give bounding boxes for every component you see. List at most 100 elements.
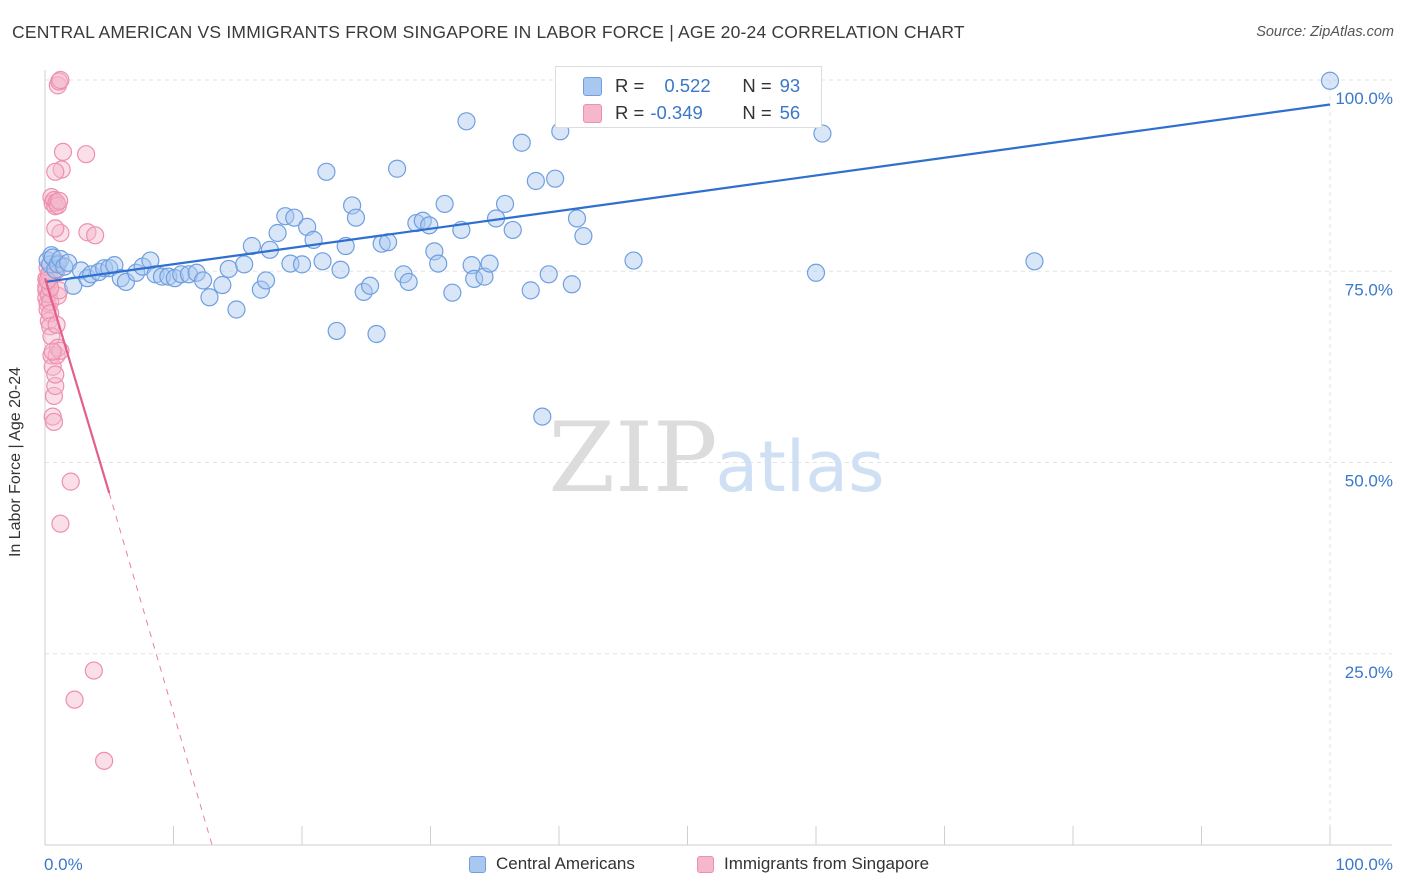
data-point-central-american xyxy=(200,288,219,307)
chart-title: CENTRAL AMERICAN VS IMMIGRANTS FROM SING… xyxy=(12,22,965,42)
data-point-central-american xyxy=(172,265,191,284)
data-point-central-american xyxy=(567,209,587,228)
data-point-central-american xyxy=(399,272,418,292)
legend-swatch-blue xyxy=(469,855,486,873)
y-tick-label: 75.0% xyxy=(1345,280,1393,299)
trend-line-singapore xyxy=(43,277,111,494)
r-label: R = xyxy=(615,75,645,96)
data-point-singapore xyxy=(46,365,65,384)
data-point-central-american xyxy=(193,271,213,290)
data-point-central-american xyxy=(251,280,270,299)
data-point-singapore xyxy=(65,690,84,709)
data-point-central-american xyxy=(313,252,332,271)
data-point-central-american xyxy=(435,194,454,214)
stats-row-singapore: R = -0.349 N = 56 xyxy=(556,100,800,126)
data-point-singapore xyxy=(84,661,103,680)
n-label: N = xyxy=(742,102,772,123)
data-point-central-american xyxy=(327,321,346,341)
n-value: 93 xyxy=(779,75,801,96)
legend-item-singapore[interactable]: Immigrants from Singapore xyxy=(697,852,929,876)
data-point-central-american xyxy=(539,265,558,284)
axes xyxy=(44,70,1392,846)
data-point-central-american xyxy=(562,275,581,294)
data-point-central-american xyxy=(457,112,476,131)
data-point-central-american xyxy=(292,255,312,274)
data-point-central-american xyxy=(495,194,515,214)
data-point-central-american xyxy=(533,407,552,426)
data-point-central-american xyxy=(387,159,407,178)
stats-row-central-american: R = 0.522 N = 93 xyxy=(556,73,800,99)
n-label: N = xyxy=(742,75,772,96)
data-point-central-american xyxy=(346,208,366,227)
data-point-central-american xyxy=(480,254,499,273)
watermark: ZIP atlas xyxy=(548,402,884,514)
data-point-central-american xyxy=(462,256,481,275)
stats-box: R = 0.522 N = 93 R = -0.349 N = 56 xyxy=(555,66,822,128)
data-point-central-american xyxy=(141,251,160,270)
data-point-singapore xyxy=(61,472,80,491)
data-point-singapore xyxy=(46,162,65,181)
data-point-central-american xyxy=(429,254,448,273)
data-point-central-american xyxy=(420,216,439,235)
r-value: -0.349 xyxy=(650,102,703,123)
data-point-central-american xyxy=(219,259,238,279)
watermark-zip: ZIP xyxy=(548,402,717,514)
y-tick-label: 100.0% xyxy=(1335,89,1393,108)
data-point-central-american xyxy=(574,226,593,246)
data-point-central-american xyxy=(361,276,380,295)
r-value: 0.522 xyxy=(664,75,711,96)
data-point-singapore xyxy=(53,142,73,162)
legend-label: Immigrants from Singapore xyxy=(724,854,930,873)
data-point-central-american xyxy=(813,124,832,143)
data-point-central-american xyxy=(213,275,232,295)
stats-swatch-blue xyxy=(583,76,602,96)
data-point-central-american xyxy=(317,162,336,181)
n-value: 56 xyxy=(779,102,801,123)
stats-swatch-pink xyxy=(583,103,602,123)
source-credit: Source: ZipAtlas.com xyxy=(1256,24,1394,40)
data-point-central-american xyxy=(276,207,295,226)
trend-lines xyxy=(43,103,1331,846)
x-tick-label: 0.0% xyxy=(44,855,83,874)
data-point-central-american xyxy=(235,255,254,274)
data-point-singapore xyxy=(95,751,114,770)
data-point-singapore xyxy=(51,70,70,90)
data-point-central-american xyxy=(806,263,826,282)
data-point-central-american xyxy=(546,169,565,188)
y-tick-label: 50.0% xyxy=(1345,472,1393,491)
data-point-singapore xyxy=(46,219,65,238)
data-point-singapore xyxy=(42,327,61,346)
data-point-central-american xyxy=(227,300,246,319)
data-point-singapore xyxy=(50,191,69,210)
data-point-singapore xyxy=(44,412,64,432)
legend-item-central-americans[interactable]: Central Americans xyxy=(469,852,635,876)
data-point-central-american xyxy=(503,220,522,240)
legend-label: Central Americans xyxy=(496,854,635,873)
data-point-central-american xyxy=(443,283,462,302)
tick-labels: 25.0% 50.0% 75.0% 100.0% 0.0% 100.0% xyxy=(44,89,1393,874)
data-point-singapore xyxy=(77,145,96,164)
data-point-central-american xyxy=(367,324,386,344)
trend-line-central-american xyxy=(44,103,1331,284)
data-point-central-american xyxy=(268,223,287,243)
data-point-central-american xyxy=(1025,252,1044,271)
data-point-central-american xyxy=(1320,71,1340,90)
r-label: R = xyxy=(615,102,645,123)
x-tick-label: 100.0% xyxy=(1335,855,1393,874)
data-point-central-american xyxy=(285,208,304,227)
data-point-central-american xyxy=(624,251,643,270)
y-axis-label: In Labor Force | Age 20-24 xyxy=(7,366,24,558)
grid xyxy=(45,72,1392,845)
data-point-singapore xyxy=(86,226,105,245)
y-tick-label: 25.0% xyxy=(1345,663,1393,682)
data-point-singapore xyxy=(43,342,62,361)
data-point-central-american xyxy=(331,260,350,279)
data-point-central-american xyxy=(526,171,545,191)
data-point-central-american xyxy=(521,281,540,300)
watermark-atlas: atlas xyxy=(715,426,884,508)
data-point-central-american xyxy=(116,272,136,292)
data-point-central-american xyxy=(242,236,261,256)
legend-swatch-pink xyxy=(697,855,714,873)
trend-line-singapore-extension xyxy=(108,492,213,846)
